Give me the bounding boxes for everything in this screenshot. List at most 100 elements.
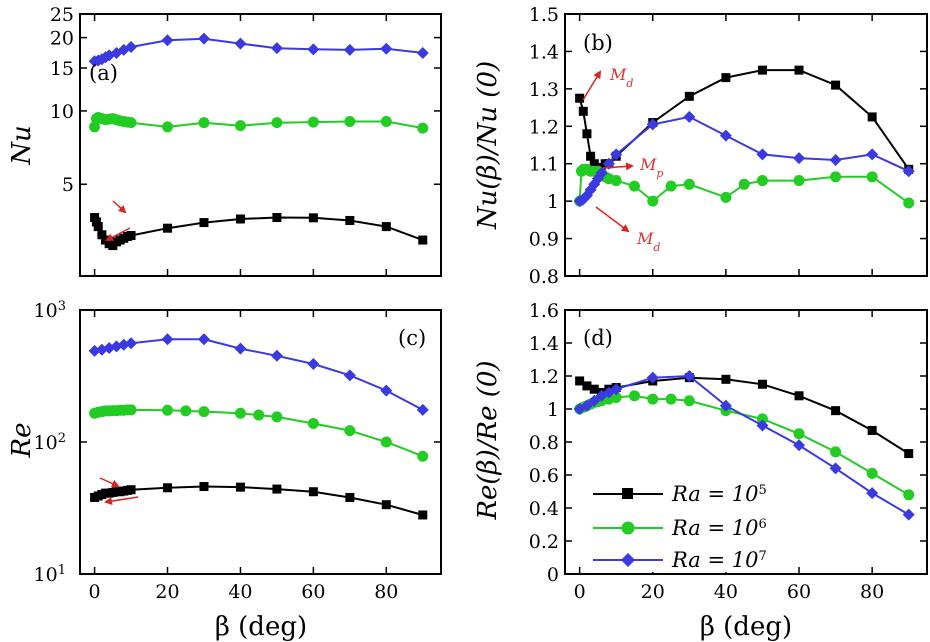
data-point bbox=[902, 508, 915, 521]
panel-c: 0 20 40 60 80 101 102 103 (c) Re β (deg) bbox=[7, 299, 442, 642]
data-point bbox=[381, 500, 391, 510]
y-tick-label: 1.4 bbox=[529, 41, 559, 63]
data-point bbox=[345, 215, 355, 225]
data-point bbox=[902, 165, 915, 178]
data-point bbox=[582, 129, 592, 139]
y-tick-label: 103 bbox=[34, 299, 66, 323]
data-point bbox=[343, 43, 356, 56]
panel-c-ylabel: Re bbox=[7, 423, 37, 459]
data-point bbox=[234, 37, 247, 50]
data-point bbox=[126, 485, 136, 495]
data-point bbox=[163, 223, 173, 233]
data-point bbox=[163, 483, 173, 493]
data-point bbox=[793, 152, 806, 165]
data-point bbox=[904, 449, 914, 459]
x-tick-label: 20 bbox=[641, 581, 665, 603]
data-point bbox=[272, 484, 282, 494]
panel-c-arrows bbox=[99, 477, 139, 506]
series-ra1e6 bbox=[89, 111, 429, 134]
series-ra1e6 bbox=[574, 163, 915, 209]
legend-marker-ra1e7 bbox=[621, 553, 635, 567]
y-tick-label: 0.2 bbox=[529, 531, 559, 553]
data-point bbox=[720, 191, 732, 203]
series-ra1e7 bbox=[573, 110, 915, 208]
panel-d-ylabel: Re(β)/Re (0) bbox=[473, 360, 503, 520]
data-point bbox=[344, 115, 356, 127]
data-point bbox=[381, 222, 391, 232]
data-point bbox=[307, 116, 319, 128]
data-point bbox=[380, 115, 392, 127]
data-point bbox=[582, 381, 592, 391]
legend-entry-ra1e5: Ra = 105 bbox=[593, 482, 767, 506]
data-point bbox=[610, 148, 623, 161]
data-point bbox=[867, 425, 877, 435]
data-point bbox=[794, 391, 804, 401]
panel-b-plot: 0.8 0.9 1 1.1 1.2 1.3 1.4 1.5 bbox=[529, 4, 927, 288]
data-point bbox=[684, 91, 694, 101]
series-line-ra1e6 bbox=[93, 116, 423, 130]
annotation-md-bottom: Md bbox=[636, 229, 660, 254]
data-point bbox=[580, 399, 593, 412]
data-point bbox=[198, 406, 210, 418]
legend-marker-ra1e5 bbox=[622, 488, 633, 499]
data-point bbox=[416, 46, 429, 59]
data-point bbox=[234, 407, 246, 419]
x-tick-label: 60 bbox=[301, 581, 325, 603]
data-point bbox=[757, 379, 767, 389]
data-point bbox=[867, 112, 877, 122]
panel-a-ylabel: Nu bbox=[7, 125, 37, 166]
y-tick-label: 0.8 bbox=[529, 432, 559, 454]
data-point bbox=[416, 403, 429, 416]
y-tick-label: 20 bbox=[50, 28, 74, 50]
data-point bbox=[719, 129, 732, 142]
data-point bbox=[307, 43, 320, 56]
data-point bbox=[380, 384, 393, 397]
y-tick-label: 0.6 bbox=[529, 465, 559, 487]
data-point bbox=[646, 118, 659, 131]
data-point bbox=[647, 195, 659, 207]
data-point bbox=[417, 122, 429, 134]
y-tick-label: 1.1 bbox=[529, 154, 559, 176]
data-point bbox=[575, 376, 585, 386]
data-point bbox=[831, 80, 841, 90]
data-point bbox=[199, 482, 209, 492]
data-point bbox=[93, 222, 103, 232]
data-point bbox=[866, 148, 879, 161]
y-tick-label: 1.5 bbox=[529, 4, 559, 26]
x-tick-label: 80 bbox=[860, 581, 884, 603]
data-point bbox=[683, 395, 695, 407]
y-tick-label: 0.8 bbox=[529, 266, 559, 288]
data-point bbox=[866, 467, 878, 479]
data-point bbox=[162, 404, 174, 416]
panel-d: 0 20 40 60 80 0 0.2 0.4 0.6 0.8 1 1.2 1.4 1.6 (d) Re(… bbox=[473, 300, 928, 642]
data-point bbox=[89, 121, 101, 133]
data-point bbox=[793, 439, 806, 452]
series-ra1e7 bbox=[88, 333, 429, 416]
data-point bbox=[198, 117, 210, 129]
panel-c-plot: 0 20 40 60 80 101 102 103 bbox=[34, 299, 441, 603]
x-tick-label: 20 bbox=[155, 581, 179, 603]
data-point bbox=[610, 391, 622, 403]
y-tick-label: 1.6 bbox=[529, 300, 559, 322]
legend-label-ra1e6: Ra = 106 bbox=[671, 516, 767, 540]
data-point bbox=[199, 218, 209, 228]
data-point bbox=[683, 110, 696, 123]
data-point bbox=[830, 446, 842, 458]
panel-d-frame bbox=[564, 309, 928, 575]
data-point bbox=[272, 213, 282, 223]
panel-d-xlabel: β (deg) bbox=[700, 612, 792, 642]
annotation-md-top: Md bbox=[609, 65, 633, 90]
data-point bbox=[831, 406, 841, 416]
data-point bbox=[738, 178, 750, 190]
data-point bbox=[97, 230, 107, 240]
y-tick-label: 15 bbox=[50, 58, 74, 80]
panel-b-annotations: Md Mp Md bbox=[582, 65, 663, 254]
y-tick-label: 1.2 bbox=[529, 366, 559, 388]
series-ra1e7 bbox=[573, 370, 915, 521]
data-point bbox=[418, 510, 428, 520]
data-point bbox=[380, 42, 393, 55]
data-point bbox=[125, 117, 137, 129]
panel-a-arrows bbox=[105, 200, 131, 241]
data-point bbox=[665, 393, 677, 405]
